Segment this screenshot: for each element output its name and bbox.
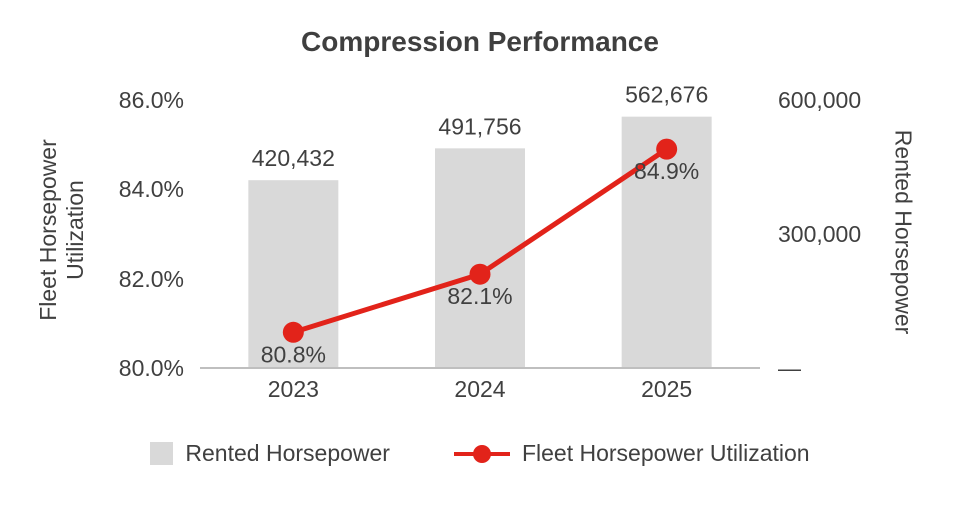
- category-label-2025: 2025: [641, 376, 693, 402]
- line-label-2023: 80.8%: [261, 341, 326, 367]
- line-label-2025: 84.9%: [634, 158, 699, 184]
- legend-line-marker-swatch: [453, 444, 510, 463]
- right-axis-tick: 600,000: [778, 87, 862, 113]
- category-label-2024: 2024: [454, 376, 506, 402]
- line-marker-2023: [282, 321, 304, 343]
- bar-label-2025: 562,676: [625, 85, 708, 108]
- legend: Rented Horsepower Fleet Horsepower Utiliz…: [0, 440, 960, 467]
- right-axis-tick: —: [778, 355, 801, 381]
- line-label-2024: 82.1%: [447, 283, 512, 309]
- bar-label-2023: 420,432: [252, 145, 335, 171]
- line-marker-2025: [656, 138, 678, 160]
- bar-label-2024: 491,756: [438, 113, 521, 139]
- category-label-2023: 2023: [267, 376, 319, 402]
- legend-bar-swatch: [150, 442, 174, 465]
- legend-label: Fleet Horsepower Utilization: [521, 440, 810, 466]
- line-marker-2024: [469, 263, 491, 285]
- left-axis-tick: 80.0%: [118, 355, 184, 381]
- left-axis-title: Fleet Horsepower Utilization: [34, 139, 88, 321]
- right-axis-tick: 300,000: [778, 221, 862, 247]
- legend-item-fleet-utilization: Fleet Horsepower Utilization: [453, 440, 810, 467]
- chart-title: Compression Performance: [301, 26, 659, 57]
- bar-2024: [435, 148, 525, 368]
- legend-label: Rented Horsepower: [185, 440, 390, 466]
- legend-item-rented-horsepower: Rented Horsepower: [150, 440, 390, 467]
- left-axis-tick: 84.0%: [118, 176, 184, 203]
- left-axis-tick: 82.0%: [118, 265, 184, 292]
- plot-svg: 420,432 491,756 562,676 80.8% 82.1% 84.9%: [200, 85, 760, 369]
- left-axis-tick: 86.0%: [118, 87, 184, 113]
